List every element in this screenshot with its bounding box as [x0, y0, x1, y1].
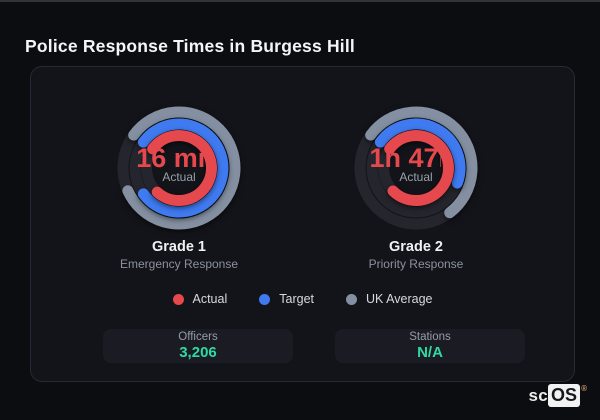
gauge-1-actual-value: 16 min — [136, 143, 204, 173]
legend-item-uk-average: UK Average — [346, 292, 432, 306]
gauge-ring-arc — [137, 118, 229, 218]
gauge-1-name: Grade 1 — [152, 239, 206, 255]
gauge-2-description: Priority Response — [368, 257, 464, 271]
gauge-ring-track — [129, 136, 149, 200]
gauge-2-name: Grade 2 — [389, 239, 443, 255]
legend-label-uk-average: UK Average — [366, 292, 433, 306]
gauge-ring-arc — [122, 106, 241, 230]
legend-item-actual: Actual — [172, 292, 228, 306]
stat-label-officers: Officers — [178, 331, 218, 343]
gauge-1-sublabel: Actual — [162, 170, 196, 184]
gauge-ring-track — [354, 129, 456, 230]
stat-label-stations: Stations — [409, 331, 451, 343]
chart-legend: Actual Target UK Average — [31, 292, 574, 306]
legend-label-target: Target — [279, 292, 314, 306]
scos-watermark: sc OS ® — [528, 384, 587, 407]
gauge-ring-arc — [384, 130, 454, 206]
gauge-2-sublabel: Actual — [399, 170, 433, 184]
window-top-edge — [0, 0, 600, 2]
gauge-value-clip: 16 min — [94, 142, 204, 174]
legend-item-target: Target — [259, 292, 314, 306]
stat-box-officers: Officers 3,206 — [103, 329, 293, 363]
page-title: Police Response Times in Burgess Hill — [25, 35, 355, 56]
gauge-ring-arc — [374, 118, 466, 189]
stat-box-stations: Stations N/A — [335, 329, 525, 363]
gauge-grade-1 — [117, 106, 241, 230]
watermark-logo-box: OS ® — [547, 384, 587, 407]
legend-label-actual: Actual — [192, 292, 228, 306]
gauge-ring-track — [366, 136, 463, 218]
legend-swatch-uk-average-icon — [346, 293, 357, 305]
gauge-ring-track — [117, 129, 140, 197]
watermark-prefix: sc — [528, 385, 548, 405]
legend-swatch-target-icon — [259, 293, 271, 305]
stat-value-officers: 3,206 — [179, 344, 217, 361]
gauge-grade-2 — [354, 106, 478, 230]
watermark-boxed-text: OS — [550, 385, 577, 405]
gauge-ring-arc — [365, 106, 478, 219]
gauge-ring-arc — [147, 130, 217, 206]
legend-swatch-actual-icon — [172, 293, 184, 305]
registered-mark-icon: ® — [581, 384, 587, 393]
gauge-1-description: Emergency Response — [119, 257, 239, 271]
gauge-value-clip: 1h 47m — [331, 142, 441, 174]
response-times-card: 16 min Actual Grade 1 Emergency Response… — [30, 66, 575, 382]
stat-value-stations: N/A — [417, 344, 443, 361]
gauge-2-actual-value: 1h 47m — [369, 143, 441, 173]
